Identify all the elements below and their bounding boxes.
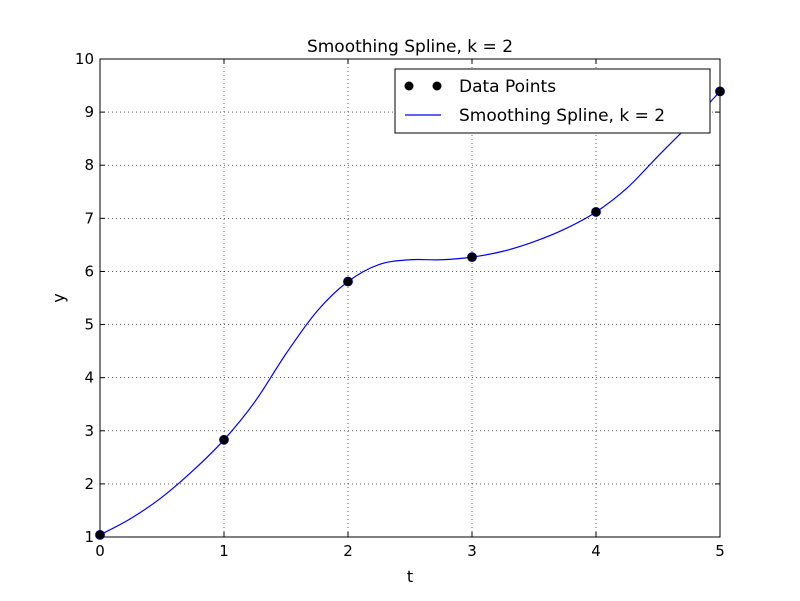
x-axis-label: t	[407, 567, 413, 586]
legend-box	[394, 68, 711, 134]
data-point	[343, 276, 353, 287]
y-tick-label: 5	[84, 316, 94, 334]
legend: Data Points Smoothing Spline, k = 2	[394, 68, 711, 134]
x-tick-label: 0	[95, 542, 105, 560]
plot-frame	[99, 58, 721, 538]
y-tick-label: 8	[84, 156, 94, 174]
y-tick-label: 7	[84, 209, 94, 227]
x-tick-label: 4	[591, 542, 601, 560]
y-tick-label: 6	[84, 262, 94, 280]
data-point	[467, 252, 477, 263]
x-tick-label: 1	[219, 542, 229, 560]
spline-line	[99, 90, 721, 536]
series-layer	[95, 86, 725, 540]
y-axis-label: y	[49, 293, 68, 302]
legend-marker-data-points	[432, 81, 442, 91]
data-point	[219, 434, 229, 445]
y-tick-label: 4	[84, 369, 94, 387]
legend-label-data-points: Data Points	[459, 77, 556, 97]
x-tick-label: 3	[467, 542, 477, 560]
data-point	[591, 207, 601, 217]
y-tick-label: 10	[75, 50, 94, 68]
y-tick-label: 1	[84, 528, 94, 546]
y-tick-label: 2	[84, 475, 94, 493]
x-tick-label: 5	[715, 542, 725, 560]
y-tick-label: 9	[84, 103, 94, 121]
y-tick-label: 3	[84, 422, 94, 440]
legend-marker-data-points	[404, 81, 414, 91]
legend-label-spline: Smoothing Spline, k = 2	[459, 106, 665, 126]
chart-title: Smoothing Spline, k = 2	[307, 37, 513, 57]
x-tick-label: 2	[343, 542, 353, 560]
